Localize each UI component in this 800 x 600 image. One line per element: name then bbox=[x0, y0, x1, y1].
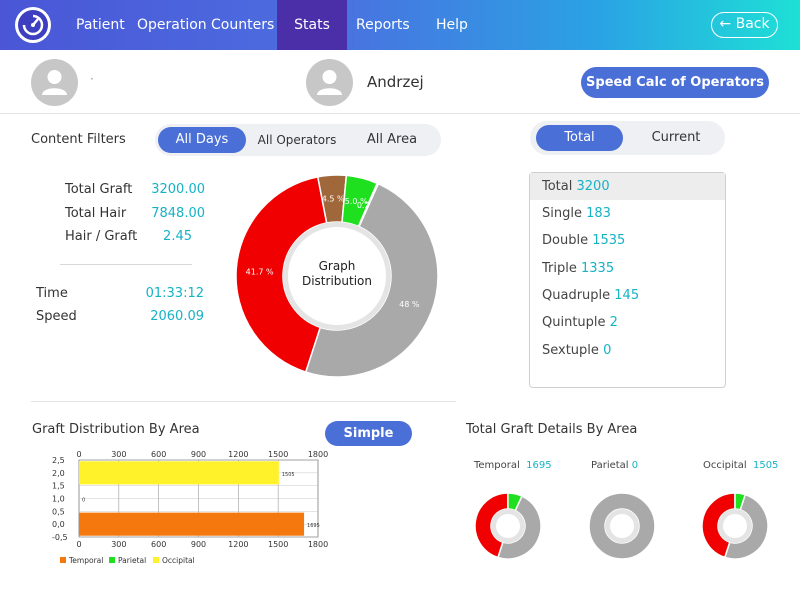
x-tick-label: 1500 bbox=[268, 540, 288, 549]
y-tick-label: -0,5 bbox=[52, 533, 68, 542]
back-button[interactable]: ← Back bbox=[711, 12, 778, 38]
donut-center-label: Graph Distribution bbox=[287, 259, 387, 289]
area-parietal-label: Parietal 0 bbox=[591, 460, 639, 471]
graft-distribution-title: Graft Distribution By Area bbox=[32, 422, 200, 437]
bar-data-label: 1695 bbox=[307, 523, 320, 529]
donut-slice-label: 48 % bbox=[399, 300, 420, 309]
temporal-donut bbox=[474, 492, 542, 560]
time-label: Time bbox=[36, 286, 68, 301]
totals-list[interactable]: Total 3200 Single 183 Double 1535 Triple… bbox=[529, 172, 726, 388]
graft-area-bar-chart: 0 0 300 300 600 600 900 900 1200 1200 1500 1500 1800… bbox=[52, 450, 328, 565]
donut-hole bbox=[723, 514, 747, 538]
filter-all-days[interactable]: All Days bbox=[158, 127, 246, 153]
y-tick-label: 0,5 bbox=[52, 507, 65, 516]
x-tick-label: 300 bbox=[111, 540, 126, 549]
graph-distribution-donut: 41.7 %4.5 %5.0 %0.2 %48 % bbox=[235, 174, 439, 378]
y-tick-label: 1,0 bbox=[52, 495, 65, 504]
stats-divider bbox=[60, 264, 192, 265]
graft-details-title: Total Graft Details By Area bbox=[466, 422, 638, 437]
list-item-sextuple[interactable]: Sextuple 0 bbox=[542, 343, 612, 358]
toggle-total[interactable]: Total bbox=[536, 125, 623, 151]
y-tick-label: 1,5 bbox=[52, 482, 65, 491]
bar-occipital bbox=[79, 461, 279, 485]
total-hair-label: Total Hair bbox=[65, 206, 127, 221]
bar-data-label: 0 bbox=[82, 498, 85, 504]
filter-segment: All Days All Operators All Area bbox=[155, 124, 441, 156]
x-tick-label: 300 bbox=[111, 450, 126, 459]
list-item-quintuple[interactable]: Quintuple 2 bbox=[542, 315, 618, 330]
x-tick-label: 900 bbox=[191, 540, 206, 549]
legend-label: Temporal bbox=[68, 556, 103, 565]
x-tick-label: 0 bbox=[76, 450, 81, 459]
speed-calc-button[interactable]: Speed Calc of Operators bbox=[581, 67, 769, 98]
gauge-logo-icon[interactable] bbox=[15, 7, 51, 43]
total-graft-value: 3200.00 bbox=[151, 182, 205, 197]
list-item-quadruple[interactable]: Quadruple 145 bbox=[542, 288, 640, 303]
divider bbox=[0, 113, 800, 114]
left-user-name: · bbox=[90, 72, 94, 86]
total-hair-value: 7848.00 bbox=[151, 206, 205, 221]
donut-center-line2: Distribution bbox=[301, 274, 372, 288]
toggle-current[interactable]: Current bbox=[651, 130, 701, 145]
legend-swatch bbox=[109, 557, 115, 563]
donut-hole bbox=[288, 227, 386, 325]
donut-slice-label: 5.0 % bbox=[345, 197, 368, 206]
donut-slice-label: 41.7 % bbox=[246, 267, 274, 276]
legend-swatch bbox=[153, 557, 159, 563]
nav-stats[interactable]: Stats bbox=[277, 0, 347, 50]
nav-help[interactable]: Help bbox=[436, 17, 468, 33]
legend-label: Occipital bbox=[162, 556, 195, 565]
legend-swatch bbox=[60, 557, 66, 563]
filter-all-area[interactable]: All Area bbox=[366, 132, 418, 147]
arrow-left-icon: ← bbox=[719, 16, 732, 32]
x-tick-label: 1200 bbox=[228, 540, 248, 549]
y-tick-label: 0,0 bbox=[52, 520, 65, 529]
x-tick-label: 0 bbox=[76, 540, 81, 549]
donut-center-line1: Graph bbox=[318, 259, 356, 273]
donut-hole bbox=[610, 514, 634, 538]
bar-temporal bbox=[79, 512, 305, 536]
nav-counters[interactable]: Counters bbox=[211, 17, 275, 33]
x-tick-label: 1500 bbox=[268, 450, 288, 459]
x-tick-label: 1200 bbox=[228, 450, 248, 459]
divider-bottom bbox=[31, 401, 456, 402]
hair-graft-label: Hair / Graft bbox=[65, 229, 138, 244]
total-current-toggle: Total Current bbox=[530, 121, 725, 155]
x-tick-label: 900 bbox=[191, 450, 206, 459]
filter-all-operators[interactable]: All Operators bbox=[257, 133, 337, 147]
list-item-total[interactable]: Total 3200 bbox=[530, 173, 725, 200]
time-value: 01:33:12 bbox=[145, 286, 204, 301]
x-tick-label: 600 bbox=[151, 450, 166, 459]
total-graft-label: Total Graft bbox=[65, 182, 133, 197]
nav-reports[interactable]: Reports bbox=[356, 17, 410, 33]
donut-slice-label: 4.5 % bbox=[322, 195, 345, 204]
y-tick-label: 2,5 bbox=[52, 456, 65, 465]
donut-hole bbox=[496, 514, 520, 538]
back-label: Back bbox=[735, 16, 770, 32]
nav-patient[interactable]: Patient bbox=[76, 17, 125, 33]
speed-value: 2060.09 bbox=[150, 309, 204, 324]
avatar-left[interactable] bbox=[31, 59, 78, 106]
x-tick-label: 600 bbox=[151, 540, 166, 549]
list-item-single[interactable]: Single 183 bbox=[542, 206, 611, 221]
x-tick-label: 1800 bbox=[308, 450, 328, 459]
avatar-operator[interactable] bbox=[306, 59, 353, 106]
parietal-donut bbox=[588, 492, 656, 560]
legend-label: Parietal bbox=[118, 556, 146, 565]
list-item-triple[interactable]: Triple 1335 bbox=[542, 261, 615, 276]
bar-data-label: 1505 bbox=[282, 472, 295, 478]
list-item-double[interactable]: Double 1535 bbox=[542, 233, 626, 248]
y-tick-label: 2,0 bbox=[52, 469, 65, 478]
operator-name: Andrzej bbox=[367, 73, 424, 91]
nav-operation[interactable]: Operation bbox=[137, 17, 207, 33]
hair-graft-value: 2.45 bbox=[163, 229, 192, 244]
speed-label: Speed bbox=[36, 309, 77, 324]
top-nav-bar: Patient Operation Counters Stats Reports… bbox=[0, 0, 800, 50]
area-occipital-label: Occipital 1505 bbox=[703, 460, 779, 471]
simple-button[interactable]: Simple bbox=[325, 421, 412, 446]
content-filters-title: Content Filters bbox=[31, 132, 126, 147]
x-tick-label: 1800 bbox=[308, 540, 328, 549]
area-temporal-label: Temporal 1695 bbox=[474, 460, 552, 471]
occipital-donut bbox=[701, 492, 769, 560]
